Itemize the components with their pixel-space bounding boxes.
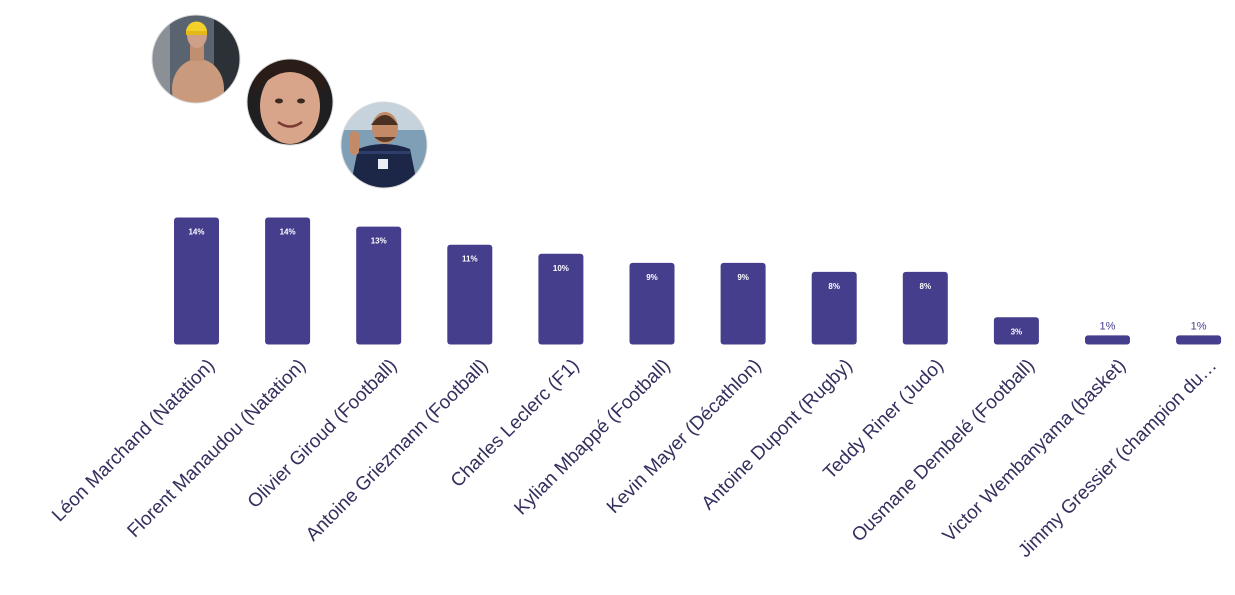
portrait-photo-icon bbox=[247, 59, 333, 145]
bar bbox=[993, 317, 1039, 345]
bar-value-label: 10% bbox=[553, 264, 569, 273]
category-label: Florent Manaudou (Natation) bbox=[124, 355, 311, 542]
bar bbox=[1085, 335, 1130, 345]
value-labels: 14% 14% 13% 11% 10% 9% 9% 8% 8% 3% 1% 1% bbox=[188, 228, 1206, 337]
bar-value-label: 9% bbox=[646, 273, 658, 282]
bar-value-label: 13% bbox=[371, 237, 387, 246]
bar-value-label: 14% bbox=[280, 228, 296, 237]
bar bbox=[538, 253, 584, 345]
bar bbox=[356, 226, 402, 345]
category-label: Jimmy Gressier (champion du… bbox=[1014, 355, 1221, 562]
bar-value-label: 8% bbox=[828, 282, 840, 291]
category-label: Léon Marchand (Natation) bbox=[48, 355, 219, 526]
avatar-frame bbox=[340, 101, 428, 189]
category-label: Kevin Mayer (Décathlon) bbox=[603, 355, 766, 518]
bar bbox=[720, 262, 766, 345]
bars bbox=[174, 217, 1222, 345]
bar-value-label: 14% bbox=[188, 228, 204, 237]
bar-value-label: 1% bbox=[1100, 320, 1116, 332]
category-label: Olivier Giroud (Football) bbox=[244, 355, 401, 512]
avatar-frame bbox=[151, 14, 241, 104]
bar-value-label: 11% bbox=[462, 255, 478, 264]
bar-value-label: 8% bbox=[920, 282, 932, 291]
bar bbox=[811, 271, 857, 345]
category-label: Victor Wembanyama (basket) bbox=[939, 355, 1130, 546]
bar bbox=[1176, 335, 1222, 345]
athlete-photos bbox=[151, 14, 428, 189]
football-player-photo-icon bbox=[341, 102, 427, 188]
category-label: Kylian Mbappé (Football) bbox=[510, 355, 674, 519]
avatar-frame bbox=[246, 58, 334, 146]
category-label: Ousmane Dembelé (Football) bbox=[848, 355, 1039, 546]
bar-value-label: 3% bbox=[1011, 327, 1023, 336]
bar bbox=[902, 271, 948, 345]
bar-value-label: 9% bbox=[737, 273, 749, 282]
bar bbox=[174, 217, 219, 345]
bar bbox=[265, 217, 311, 345]
bar bbox=[447, 244, 493, 345]
category-label: Antoine Dupont (Rugby) bbox=[698, 355, 857, 514]
category-label: Antoine Griezmann (Football) bbox=[302, 355, 492, 545]
category-labels: Léon Marchand (Natation)Florent Manaudou… bbox=[48, 355, 1221, 562]
bar bbox=[629, 262, 675, 345]
bar-value-label: 1% bbox=[1191, 320, 1207, 332]
